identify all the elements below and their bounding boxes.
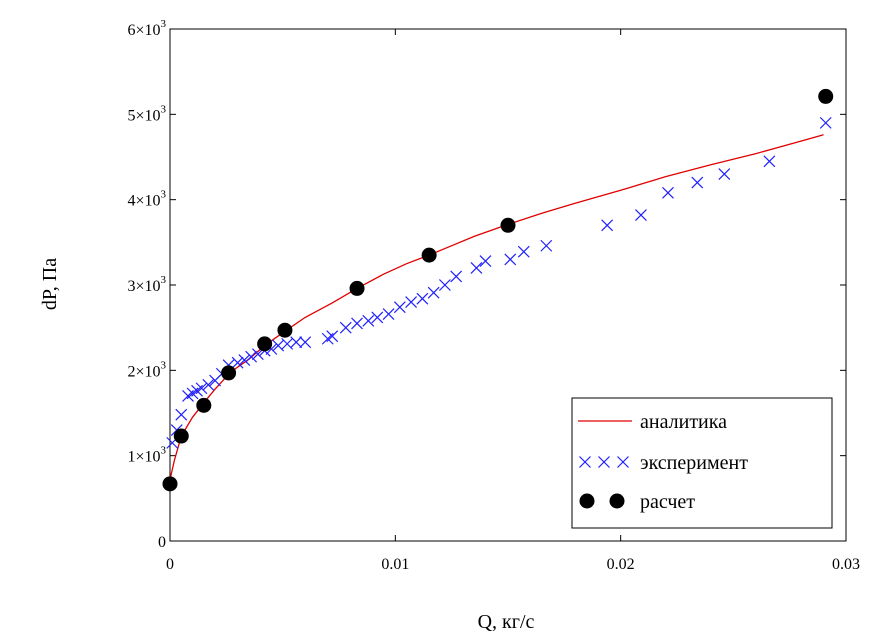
y-axis-title: dP, Па	[39, 258, 61, 310]
point-experiment	[764, 156, 775, 167]
point-experiment	[719, 169, 730, 180]
point-calculation	[501, 218, 516, 233]
y-tick-label: 3×103	[127, 274, 166, 295]
point-experiment	[176, 409, 187, 420]
point-calculation	[174, 429, 189, 444]
point-calculation	[350, 281, 365, 296]
point-calculation	[196, 398, 211, 413]
point-experiment	[291, 337, 302, 348]
point-experiment	[352, 318, 363, 329]
legend-label: аналитика	[640, 411, 727, 433]
y-tick-label: 6×103	[127, 18, 166, 39]
point-experiment	[394, 302, 405, 313]
legend: аналитика эксперимент расчет	[572, 398, 832, 528]
point-experiment	[372, 312, 383, 323]
point-experiment	[602, 220, 613, 231]
legend-label: расчет	[640, 491, 695, 513]
point-experiment	[480, 256, 491, 267]
x-tick-label: 0	[166, 556, 174, 573]
point-experiment	[327, 331, 338, 342]
x-tick-label: 0.03	[832, 556, 860, 573]
y-tick-label: 4×103	[127, 189, 166, 210]
point-experiment	[363, 315, 374, 326]
point-experiment	[451, 271, 462, 282]
point-experiment	[541, 240, 552, 251]
legend-dot-swatch	[580, 494, 595, 509]
point-experiment	[820, 117, 831, 128]
point-calculation	[221, 365, 236, 380]
point-experiment	[662, 187, 673, 198]
point-experiment	[428, 287, 439, 298]
x-axis-title: Q, кг/с	[478, 611, 535, 633]
point-experiment	[417, 293, 428, 304]
point-experiment	[635, 210, 646, 221]
point-calculation	[277, 323, 292, 338]
point-calculation	[163, 476, 178, 491]
y-tick-label: 2×103	[127, 359, 166, 380]
point-experiment	[439, 280, 450, 291]
y-tick-label: 1×103	[127, 445, 166, 466]
y-tick-label: 0	[158, 534, 166, 551]
point-experiment	[406, 297, 417, 308]
point-experiment	[505, 254, 516, 265]
legend-dot-swatch	[610, 494, 625, 509]
point-experiment	[340, 322, 351, 333]
point-experiment	[300, 337, 311, 348]
x-tick-label: 0.01	[381, 556, 409, 573]
point-calculation	[422, 248, 437, 263]
x-tick-label: 0.02	[607, 556, 635, 573]
point-experiment	[518, 246, 529, 257]
y-tick-label: 5×103	[127, 103, 166, 124]
point-experiment	[383, 309, 394, 320]
point-experiment	[471, 262, 482, 273]
point-experiment	[692, 177, 703, 188]
point-calculation	[818, 89, 833, 104]
legend-label: эксперимент	[640, 452, 748, 474]
point-calculation	[257, 336, 272, 351]
